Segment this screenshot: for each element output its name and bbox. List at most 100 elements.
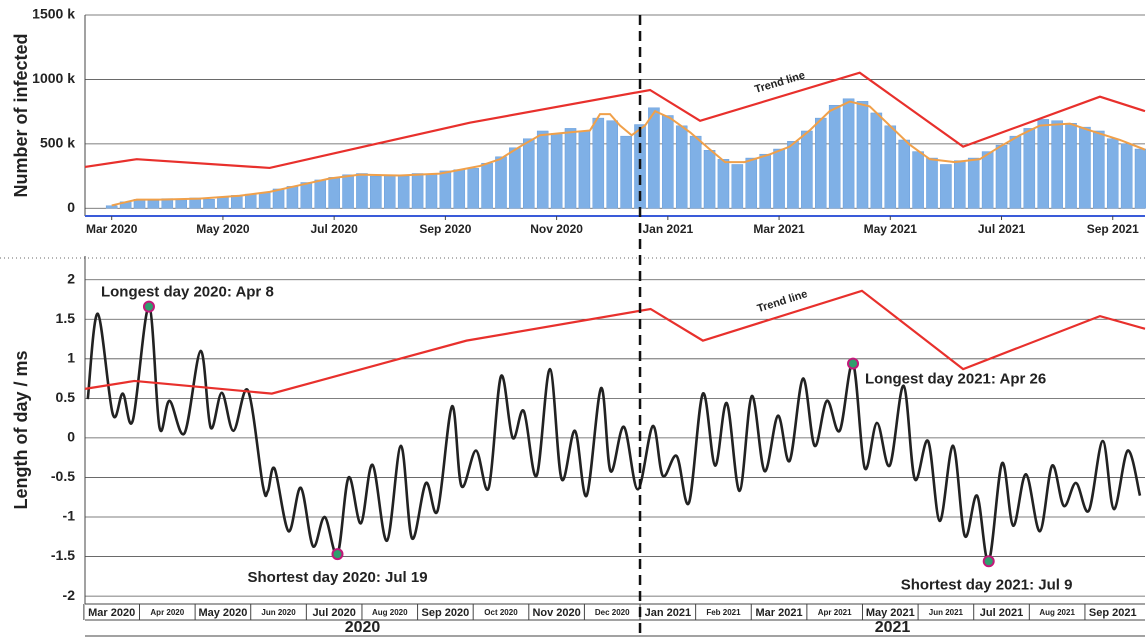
x-tick-label: Apr 2021 (818, 608, 852, 617)
bar (300, 182, 313, 209)
x-tick-label: Dec 2020 (595, 608, 630, 617)
highlight-label: Longest day 2021: Apr 26 (865, 371, 1046, 388)
x-tick-label: Aug 2021 (1039, 608, 1075, 617)
bar (397, 175, 410, 209)
highlight-marker (142, 300, 155, 313)
bar (828, 104, 841, 209)
y-tick-label: 500 k (40, 135, 75, 151)
x-tick-label: Mar 2021 (756, 607, 803, 619)
x-tick-label: Mar 2020 (88, 607, 135, 619)
trend-line (84, 71, 1146, 170)
bar (815, 117, 827, 209)
bar (745, 157, 758, 209)
y-tick-label: 1 (67, 350, 75, 366)
x-tick-label: Jul 2020 (310, 222, 358, 236)
bar (1079, 126, 1091, 209)
bar (912, 151, 924, 209)
bar (453, 169, 466, 209)
bar (258, 192, 271, 209)
x-tick-label: Nov 2020 (530, 222, 583, 236)
bar (356, 173, 368, 209)
x-tick-label: May 2020 (198, 607, 247, 619)
bar (954, 160, 966, 209)
x-tick-label: Sep 2020 (419, 222, 471, 236)
bar (523, 138, 535, 209)
bar (425, 173, 438, 209)
y-tick-label: 0 (67, 199, 75, 215)
bar (717, 159, 730, 209)
x-group-label: 2020 (345, 619, 381, 636)
bar (1023, 128, 1036, 209)
bar (620, 135, 632, 209)
bar (1093, 130, 1105, 209)
bar (328, 177, 340, 209)
bar (926, 157, 938, 209)
highlight-label: Longest day 2020: Apr 8 (101, 284, 274, 301)
bar (606, 120, 618, 209)
bar (759, 153, 771, 209)
y-tick-label: 1000 k (32, 70, 75, 86)
bar (342, 174, 354, 209)
bar (147, 200, 160, 209)
bar (967, 157, 980, 209)
bar (703, 150, 716, 209)
highlight-marker (847, 357, 860, 370)
x-tick-label: May 2020 (196, 222, 250, 236)
x-tick-label: Jun 2021 (929, 608, 964, 617)
bar (884, 125, 897, 209)
x-tick-label: Jul 2021 (980, 607, 1023, 619)
bar (1009, 135, 1022, 209)
bar (467, 168, 479, 209)
highlight-marker (982, 555, 995, 568)
y-tick-label: 0 (67, 429, 75, 445)
bar (648, 107, 660, 209)
bar (870, 112, 883, 209)
bar (801, 130, 813, 209)
bar (1134, 148, 1146, 209)
bar (1065, 123, 1077, 209)
x-group-label: 2021 (875, 619, 911, 636)
x-tick-label: Apr 2020 (150, 608, 184, 617)
x-tick-label: Sep 2021 (1089, 607, 1137, 619)
y-tick-label: 1500 k (32, 6, 75, 22)
y-axis-label: Length of day / ms (11, 350, 31, 509)
bar (1106, 138, 1119, 209)
trend-line (84, 289, 1146, 395)
bar (689, 135, 702, 209)
bar (675, 125, 688, 209)
x-tick-label: Jan 2021 (642, 222, 693, 236)
bar (384, 174, 396, 209)
highlight-label: Shortest day 2021: Jul 9 (901, 576, 1073, 593)
highlight-marker (331, 548, 344, 561)
y-tick-label: -0.5 (51, 468, 75, 484)
x-tick-label: Oct 2020 (484, 608, 518, 617)
bar (1037, 119, 1049, 209)
bar (105, 205, 118, 209)
x-tick-label: Sep 2020 (422, 607, 470, 619)
trend-line-label: Trend line (756, 288, 809, 315)
bar (662, 115, 674, 209)
bar (370, 175, 382, 209)
y-tick-label: 0.5 (56, 389, 76, 405)
bar (773, 148, 785, 209)
bar (731, 164, 744, 209)
bar (550, 133, 563, 209)
bar (898, 139, 910, 209)
y-axis-label: Number of infected (11, 33, 31, 197)
bar (439, 170, 452, 209)
bar (578, 130, 591, 209)
bar (981, 151, 994, 209)
x-tick-label: Mar 2020 (86, 222, 138, 236)
bar (842, 98, 855, 209)
bar (231, 195, 243, 209)
y-tick-label: -1 (63, 508, 76, 524)
x-tick-label: May 2021 (864, 222, 918, 236)
y-tick-label: 1.5 (56, 310, 76, 326)
bar (314, 179, 327, 209)
lod-line (86, 305, 1142, 563)
x-tick-label: Jun 2020 (261, 608, 296, 617)
x-tick-label: May 2021 (866, 607, 915, 619)
x-tick-label: Jul 2021 (978, 222, 1026, 236)
